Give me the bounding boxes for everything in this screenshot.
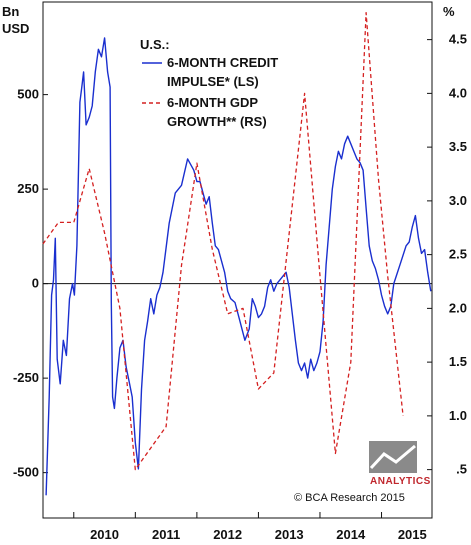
- logo-wordmark: ANALYTICS: [370, 476, 431, 487]
- left-tick-label: -250: [13, 370, 39, 385]
- logo-zigzag-icon: [369, 444, 416, 470]
- credit-impulse-line: [45, 37, 432, 496]
- right-tick-label: .5: [456, 462, 467, 477]
- x-axis-ticks: 2010 2011 2012 2013 2014 2015: [73, 512, 427, 542]
- legend-gdp-line-2: GROWTH** (RS): [167, 114, 267, 129]
- series-layer: [42, 12, 432, 496]
- right-axis-ticks: .5 1.0 1.5 2.0 2.5 3.0 3.5 4.0 4.5: [427, 32, 467, 477]
- left-axis-ticks: -500 -250 0 250 500: [13, 87, 48, 480]
- right-axis-unit: %: [443, 4, 455, 19]
- left-axis-unit: Bn USD: [2, 4, 29, 36]
- left-tick-label: 250: [17, 181, 39, 196]
- copyright-notice: © BCA Research 2015: [294, 492, 405, 504]
- x-tick-label: 2014: [336, 527, 366, 542]
- right-tick-label: 4.0: [449, 85, 467, 100]
- analytics-logo: ANALYTICS: [369, 441, 431, 487]
- gdp-growth-line: [42, 12, 404, 471]
- x-tick-label: 2010: [90, 527, 119, 542]
- right-tick-label: 4.5: [449, 32, 467, 47]
- left-tick-label: -500: [13, 465, 39, 480]
- x-tick-label: 2011: [152, 527, 180, 542]
- legend-credit-line-1: 6-MONTH CREDIT: [167, 55, 278, 70]
- right-tick-label: 3.0: [449, 193, 467, 208]
- legend-title: U.S.:: [140, 37, 170, 52]
- x-tick-label: 2012: [213, 527, 242, 542]
- legend: U.S.: 6-MONTH CREDIT IMPULSE* (LS) 6-MON…: [140, 37, 278, 129]
- left-tick-label: 500: [17, 87, 39, 102]
- right-tick-label: 3.5: [449, 139, 467, 154]
- left-tick-label: 0: [32, 276, 39, 291]
- right-tick-label: 1.0: [449, 408, 467, 423]
- x-tick-label: 2013: [275, 527, 304, 542]
- legend-credit-line-2: IMPULSE* (LS): [167, 74, 259, 89]
- x-tick-label: 2015: [398, 527, 427, 542]
- right-tick-label: 1.5: [449, 354, 467, 369]
- left-unit-line-2: USD: [2, 21, 29, 36]
- legend-gdp-line-1: 6-MONTH GDP: [167, 95, 258, 110]
- right-tick-label: 2.5: [449, 247, 467, 262]
- logo-box: [369, 441, 417, 473]
- right-tick-label: 2.0: [449, 300, 467, 315]
- left-unit-line-1: Bn: [2, 4, 19, 19]
- plot-frame: [42, 1, 433, 519]
